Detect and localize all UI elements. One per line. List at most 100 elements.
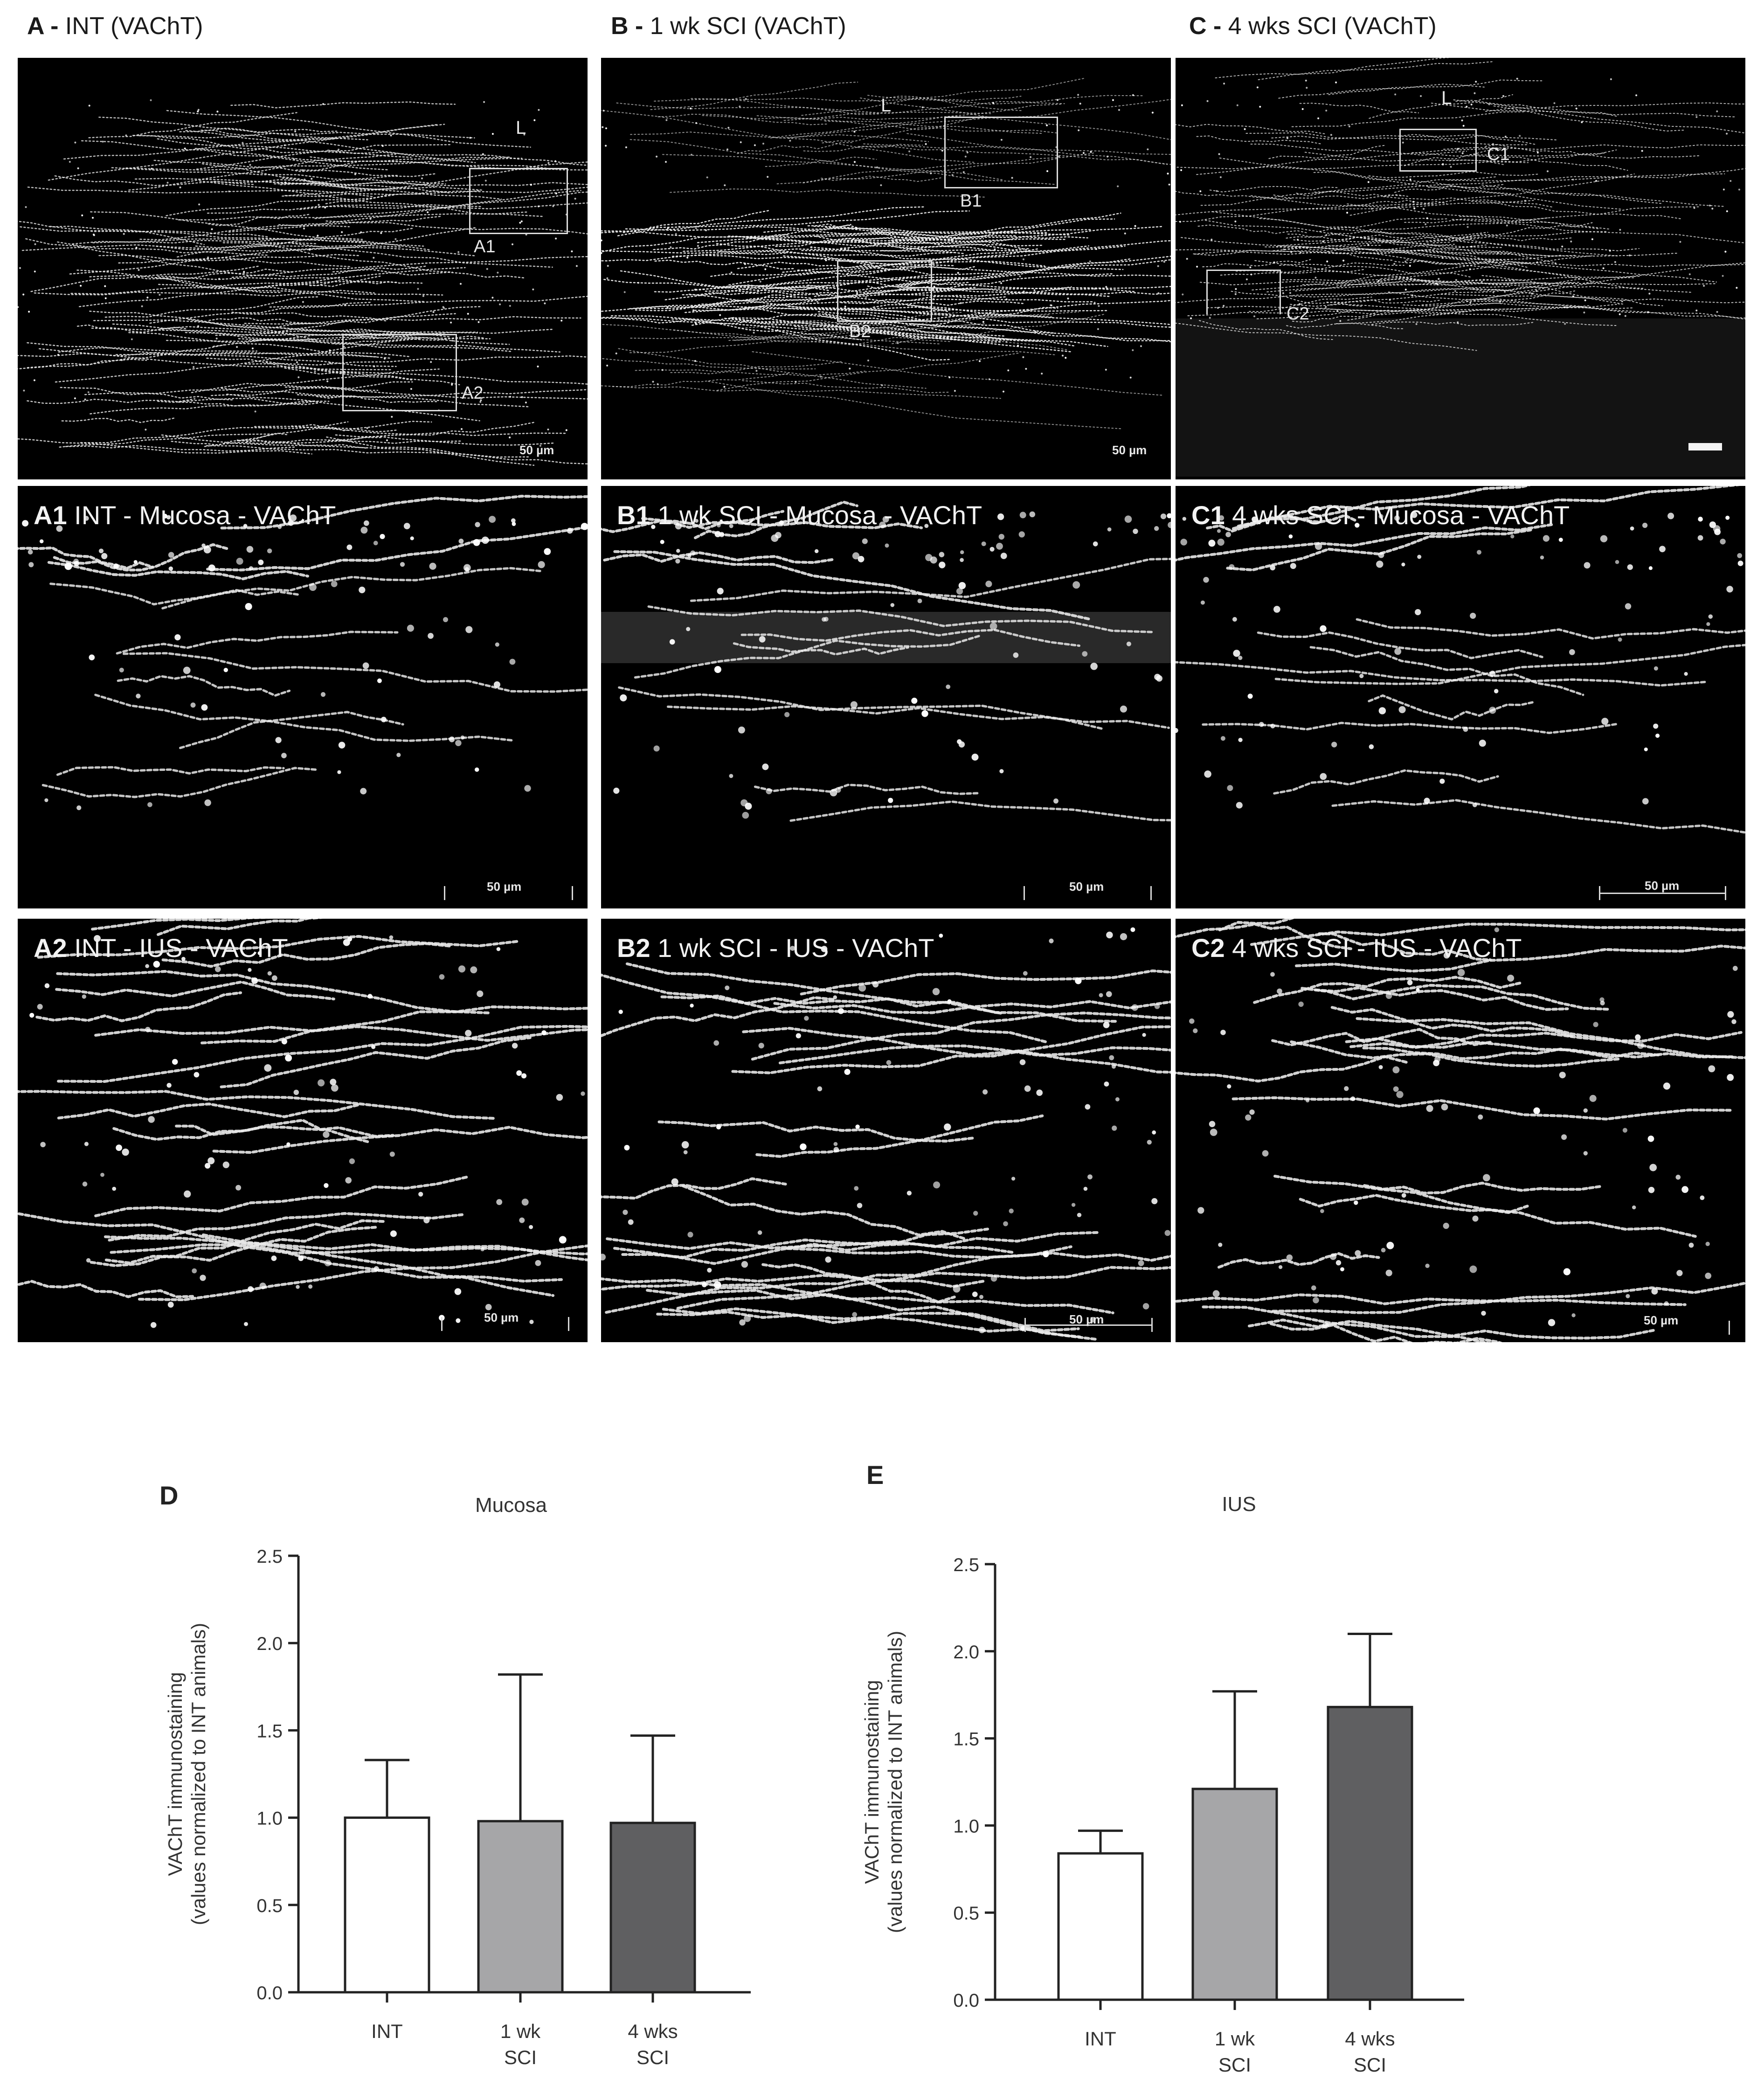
nerve-fiber [90,211,431,251]
varicosity [362,662,369,669]
varicosity [1472,802,1477,807]
nerve-fiber [1293,236,1455,246]
varicosity [1381,1247,1386,1253]
varicosity [552,205,554,208]
nerve-fiber [1176,286,1510,303]
nerve-fiber [57,1025,588,1083]
nerve-fiber [1295,944,1745,973]
nerve-fiber [1245,132,1529,146]
nerve-fiber [166,110,531,148]
varicosity [242,142,244,144]
varicosity [1675,1174,1681,1180]
varicosity [1370,208,1373,210]
nerve-fiber [56,970,490,1014]
varicosity [310,439,312,441]
varicosity [516,1070,522,1076]
scale-bar-line [1024,1324,1152,1326]
varicosity [334,427,336,430]
varicosity [377,678,382,683]
varicosity [1007,369,1010,372]
varicosity [567,527,573,534]
nerve-fiber [166,333,423,342]
varicosity [917,598,922,603]
nerve-fiber [265,360,588,385]
varicosity [1140,345,1142,347]
varicosity [1693,207,1695,209]
nerve-fiber [70,281,400,295]
varicosity [257,951,262,956]
varicosity [637,282,640,284]
varicosity [1204,770,1211,778]
varicosity [1531,292,1533,295]
varicosity [1217,538,1224,546]
varicosity [25,206,27,208]
varicosity [651,525,656,529]
varicosity [1393,263,1396,265]
varicosity [430,361,432,363]
varicosity [463,564,471,572]
varicosity [389,1151,395,1157]
nerve-fiber [765,156,877,167]
nerve-fiber [191,382,379,393]
nerve-fiber [670,370,865,377]
varicosity [694,360,696,362]
varicosity [318,204,320,206]
varicosity [298,1255,304,1261]
nerve-fiber [601,996,836,1038]
varicosity [880,184,882,187]
varicosity [850,701,858,708]
nerve-fiber [1181,237,1581,277]
varicosity [1227,785,1233,791]
varicosity [34,270,36,273]
varicosity [911,698,918,704]
nerve-fiber [220,1036,532,1088]
varicosity [236,346,238,348]
nerve-fiber [1273,1175,1697,1238]
varicosity [996,542,1003,550]
varicosity [123,233,125,235]
varicosity [555,192,557,194]
nerve-fiber [1278,83,1485,99]
varicosity [166,1082,172,1088]
varicosity [203,546,211,554]
x-tick-label: 4 wks [628,2020,678,2042]
varicosity [844,305,846,308]
varicosity [1469,1265,1477,1273]
lumen-label: L [1441,88,1452,108]
varicosity [1217,307,1219,309]
varicosity [999,769,1004,774]
varicosity [1424,797,1430,804]
varicosity [483,101,485,103]
varicosity [1233,650,1240,657]
varicosity [625,146,627,148]
nerve-fiber [810,246,1124,270]
varicosity [1217,529,1221,533]
nerve-fiber [117,675,291,697]
nerve-fiber [601,252,787,262]
varicosity [1256,86,1259,89]
varicosity [985,581,992,588]
varicosity [1331,742,1337,748]
varicosity [1200,600,1205,605]
y-axis-label: (values normalized to INT animals) [187,1623,209,1925]
varicosity [1078,129,1080,132]
nerve-fiber [601,317,1011,341]
nerve-fiber [65,445,296,452]
nerve-fiber [284,187,588,197]
varicosity [1082,152,1085,154]
x-tick-label: INT [371,2020,403,2042]
nerve-fiber [238,338,561,353]
varicosity [744,263,746,265]
varicosity [1098,305,1100,307]
micrograph-a: L A1 A2 50 µm [18,58,588,479]
nerve-fiber [778,1044,1171,1065]
varicosity [795,381,797,383]
varicosity [458,965,466,973]
varicosity [745,98,747,100]
roi-box-b1 [944,117,1058,188]
nerve-fiber [601,209,771,234]
chart-e: E IUS VAChT immunostaining (values normali… [821,1450,1520,2089]
varicosity [1218,1242,1223,1247]
varicosity [1112,99,1114,101]
varicosity [284,181,286,184]
